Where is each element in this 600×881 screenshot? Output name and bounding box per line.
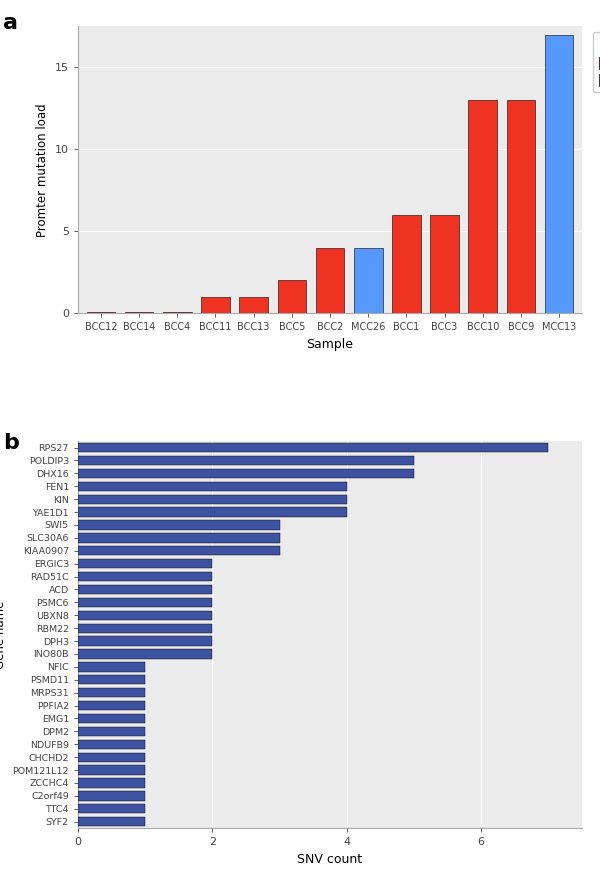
Bar: [78, 443, 548, 452]
Bar: [354, 248, 383, 313]
Bar: [78, 663, 145, 671]
Bar: [78, 766, 145, 774]
Bar: [78, 636, 212, 646]
Bar: [78, 701, 145, 710]
Bar: [78, 778, 145, 788]
Bar: [545, 34, 574, 313]
Y-axis label: Gene name: Gene name: [0, 601, 7, 669]
Bar: [277, 280, 306, 313]
Bar: [78, 546, 280, 555]
Bar: [316, 248, 344, 313]
Bar: [78, 455, 414, 465]
Bar: [78, 572, 212, 581]
Bar: [78, 597, 212, 607]
Bar: [239, 297, 268, 313]
Bar: [78, 804, 145, 813]
Bar: [78, 624, 212, 633]
Bar: [78, 507, 347, 517]
Bar: [201, 297, 230, 313]
X-axis label: SNV count: SNV count: [298, 853, 362, 866]
Y-axis label: Promter mutation load: Promter mutation load: [37, 103, 49, 237]
Bar: [78, 494, 347, 504]
Bar: [392, 215, 421, 313]
Bar: [78, 611, 212, 620]
Bar: [430, 215, 459, 313]
Bar: [469, 100, 497, 313]
Bar: [78, 740, 145, 749]
Bar: [78, 727, 145, 736]
Bar: [78, 752, 145, 762]
X-axis label: Sample: Sample: [307, 337, 353, 351]
Bar: [78, 714, 145, 723]
Bar: [78, 649, 212, 659]
Bar: [78, 559, 212, 568]
Bar: [78, 585, 212, 594]
Bar: [78, 791, 145, 801]
Bar: [78, 482, 347, 491]
Bar: [78, 817, 145, 826]
Bar: [78, 675, 145, 685]
Bar: [78, 521, 280, 529]
Text: a: a: [3, 13, 18, 33]
Bar: [78, 688, 145, 698]
Text: b: b: [3, 433, 19, 454]
Bar: [506, 100, 535, 313]
Bar: [78, 469, 414, 478]
Legend: BCC, MCC: BCC, MCC: [593, 32, 600, 93]
Bar: [78, 533, 280, 543]
